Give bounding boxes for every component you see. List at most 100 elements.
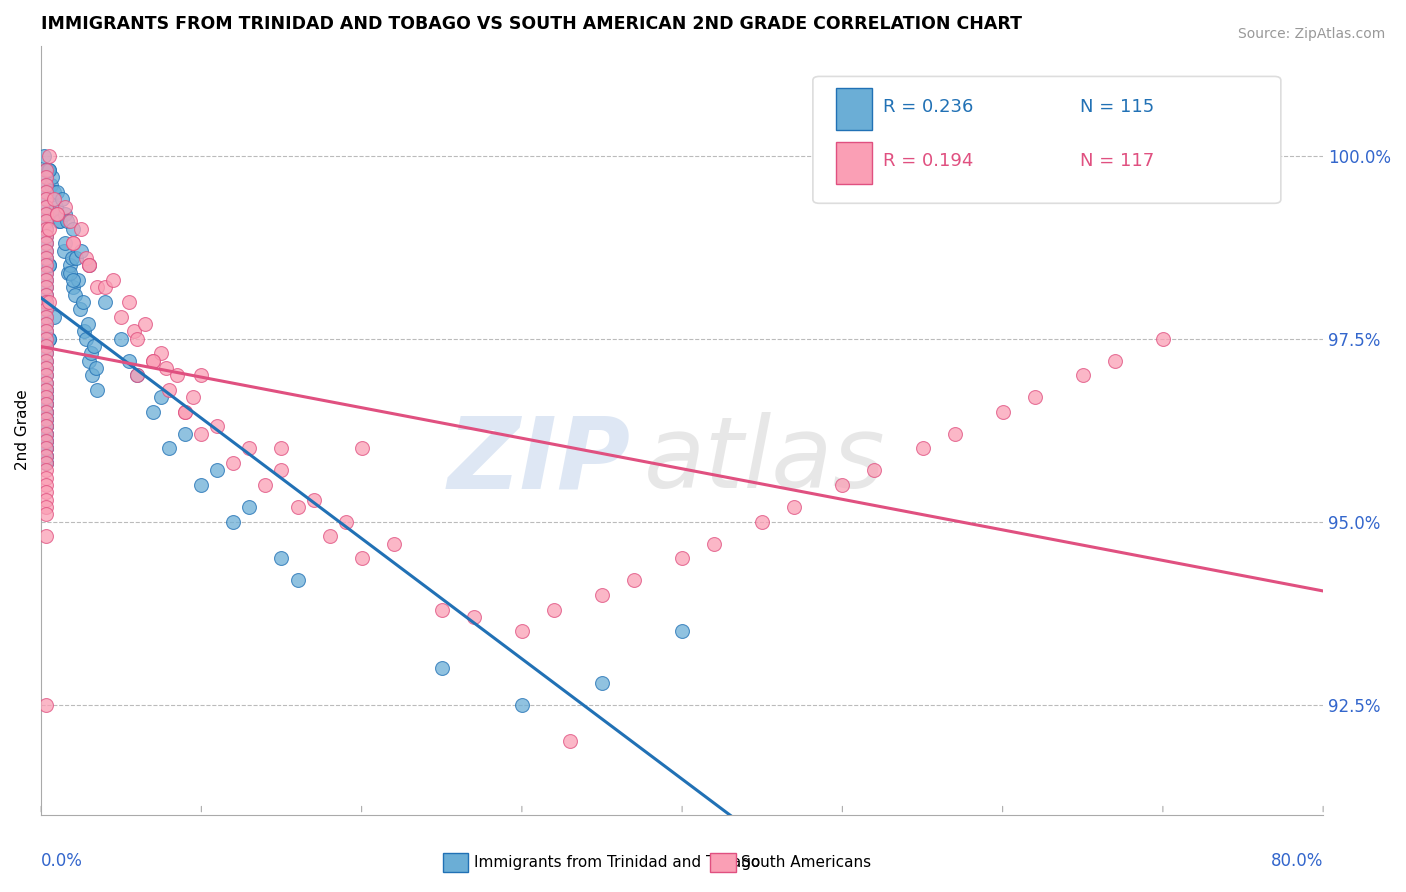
Point (335, 515, 357, 529)
Point (222, 456, 245, 470)
Point (35, 170, 58, 185)
Point (35, 310, 58, 324)
Point (35, 185, 58, 199)
Point (142, 353, 165, 368)
Point (671, 624, 693, 639)
Point (35, 456, 58, 470)
Point (35, 383, 58, 397)
Point (35, 178, 58, 192)
Point (51, 193, 73, 207)
Point (35, 295, 58, 310)
Point (94, 280, 117, 294)
Point (543, 602, 565, 616)
Point (238, 442, 260, 456)
Point (127, 332, 149, 346)
Point (53, 236, 76, 251)
Point (35, 339, 58, 353)
Point (35, 478, 58, 492)
Point (35, 163, 58, 178)
Point (38, 221, 60, 235)
Point (35, 324, 58, 338)
Point (222, 515, 245, 529)
Point (35, 426, 58, 441)
Point (69, 302, 91, 317)
Point (35, 207, 58, 221)
Point (783, 500, 806, 514)
Point (70, 244, 93, 258)
Point (35, 214, 58, 228)
Point (166, 368, 188, 383)
Point (38, 295, 60, 310)
Point (35, 214, 58, 228)
Point (35, 426, 58, 441)
Point (1104, 353, 1126, 368)
Point (318, 529, 340, 543)
Point (82, 368, 104, 383)
Point (46, 207, 69, 221)
Point (46, 207, 69, 221)
Point (1071, 368, 1094, 383)
Point (53, 200, 76, 214)
Point (35, 383, 58, 397)
Point (35, 698, 58, 712)
Point (35, 376, 58, 390)
Point (70, 221, 93, 235)
Point (35, 339, 58, 353)
Text: N = 117: N = 117 (1080, 152, 1154, 170)
Point (671, 551, 693, 566)
Point (62, 236, 84, 251)
Point (35, 251, 58, 265)
Point (48, 214, 70, 228)
Point (35, 258, 58, 272)
Point (77, 258, 100, 272)
Point (350, 442, 373, 456)
Point (430, 661, 453, 675)
Point (510, 698, 533, 712)
Point (75, 332, 97, 346)
Point (35, 449, 58, 463)
Point (46, 185, 69, 199)
Text: R = 0.194: R = 0.194 (883, 152, 974, 170)
Point (35, 449, 58, 463)
Point (35, 434, 58, 449)
Point (623, 573, 645, 587)
Point (751, 515, 773, 529)
Point (76, 317, 98, 331)
Point (35, 360, 58, 375)
Point (35, 390, 58, 404)
Point (943, 426, 966, 441)
Point (703, 536, 725, 550)
Point (80, 346, 103, 360)
Point (35, 368, 58, 383)
Point (38, 148, 60, 162)
Point (35, 419, 58, 434)
Point (35, 492, 58, 507)
Point (350, 551, 373, 566)
Point (52, 244, 75, 258)
Point (35, 346, 58, 360)
Point (35, 244, 58, 258)
Point (190, 368, 212, 383)
Point (174, 426, 197, 441)
Point (38, 163, 60, 178)
Point (38, 332, 60, 346)
Point (72, 295, 94, 310)
Point (35, 419, 58, 434)
FancyBboxPatch shape (837, 88, 872, 130)
Point (35, 229, 58, 244)
Point (382, 536, 405, 550)
Point (35, 178, 58, 192)
Point (558, 734, 581, 748)
Point (270, 463, 292, 477)
Point (35, 258, 58, 272)
Point (35, 221, 58, 235)
Point (134, 317, 156, 331)
Point (463, 610, 485, 624)
Point (142, 405, 165, 419)
Point (55, 214, 77, 228)
Text: atlas: atlas (644, 412, 886, 509)
Point (35, 390, 58, 404)
Point (127, 368, 149, 383)
Point (66, 273, 89, 287)
Point (62, 273, 84, 287)
